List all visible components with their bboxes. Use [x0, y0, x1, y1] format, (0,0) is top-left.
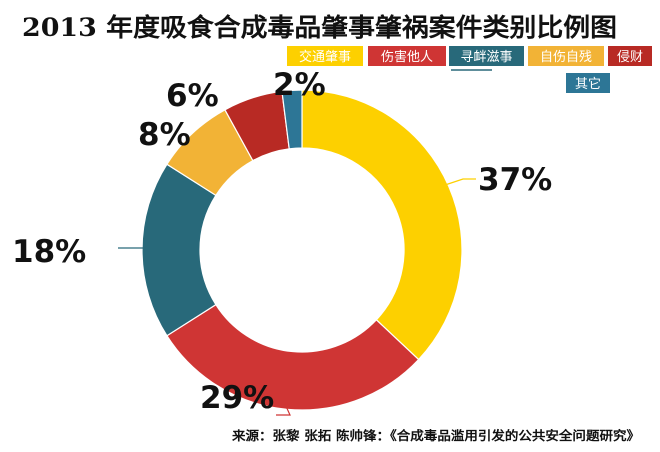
data-label-6: 2%	[273, 67, 326, 103]
slice-6	[281, 89, 303, 150]
leader-line-1	[444, 178, 476, 186]
chart-title: 2013 年度吸食合成毒品肇事肇祸案件类别比例图	[22, 13, 617, 42]
data-label-3: 18%	[12, 234, 86, 270]
data-label-2: 29%	[200, 380, 274, 416]
legend-item-4: 自伤自残	[528, 46, 604, 66]
legend-swatch-6	[566, 73, 610, 93]
leader-line-2	[276, 403, 291, 416]
data-label-4: 8%	[138, 117, 191, 153]
legend-swatch-2	[368, 46, 446, 66]
legend-label-3: 寻衅滋事	[460, 50, 512, 65]
legend-label-2: 伤害他人	[381, 49, 433, 65]
leader-lines	[118, 178, 476, 416]
legend-item-1: 交通肇事	[287, 46, 363, 66]
legend-item-5: 侵财	[608, 46, 652, 66]
legend-item-3: 寻衅滋事	[449, 46, 524, 66]
legend-swatch-1	[287, 46, 363, 66]
legend-item-6: 其它	[566, 73, 610, 93]
legend-label-6: 其它	[575, 76, 601, 92]
slice-3	[141, 163, 217, 337]
legend-swatch-3	[449, 46, 524, 66]
data-labels: 37% 29% 18% 8%6% 2%	[12, 67, 552, 416]
legend-item-2: 伤害他人	[368, 46, 446, 66]
source-note: 来源：张黎 张拓 陈帅锋：《合成毒品滥用引发的公共安全问题研究》	[231, 428, 640, 443]
legend-label-1: 交通肇事	[299, 49, 351, 65]
legend-label-4: 自伤自残	[540, 50, 592, 65]
slice-1	[301, 89, 463, 361]
legend-swatch-5	[608, 46, 652, 66]
data-label-5: 6%	[166, 78, 219, 114]
data-label-1: 37%	[478, 162, 552, 198]
legend-label-5: 侵财	[617, 49, 643, 65]
donut-slices	[141, 89, 463, 411]
slice-2	[166, 303, 420, 411]
legend-swatch-4	[528, 46, 604, 66]
